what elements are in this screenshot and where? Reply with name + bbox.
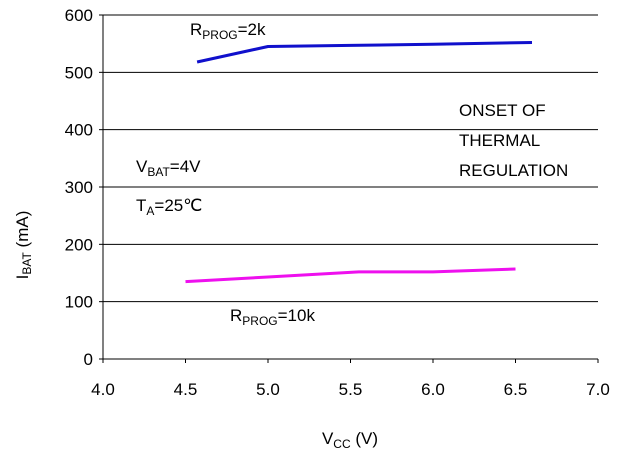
y-tick-label: 100 (65, 293, 93, 312)
y-tick-label: 400 (65, 121, 93, 140)
annotation-onset-line-3: REGULATION (459, 161, 568, 180)
series-line-rprog-2k (196, 41, 533, 64)
y-tick-label: 500 (65, 63, 93, 82)
y-tick-label: 600 (65, 6, 93, 25)
annotation-ta: TA=25℃ (136, 196, 202, 218)
x-tick-label: 5.0 (256, 380, 280, 399)
annotation-onset-line-1: ONSET OF (459, 101, 546, 120)
x-axis-label: VCC (V) (322, 429, 378, 451)
annotation-rprog-10k: RPROG=10k (230, 306, 315, 328)
annotation-onset-line-2: THERMAL (459, 131, 540, 150)
y-axis-label: IBAT (mA) (13, 211, 34, 280)
x-tick-label: 6.0 (421, 380, 445, 399)
y-tick-label: 200 (65, 235, 93, 254)
y-tick-labels: 0 100 200 300 400 500 600 (65, 6, 93, 369)
annotation-rprog-2k: RPROG=2k (190, 20, 266, 42)
y-tick-label: 0 (84, 350, 93, 369)
x-tick-label: 6.5 (504, 380, 528, 399)
x-tick-label: 5.5 (339, 380, 363, 399)
x-tick-labels: 4.0 4.5 5.0 5.5 6.0 6.5 7.0 (91, 380, 610, 399)
x-tick-label: 4.5 (174, 380, 198, 399)
annotation-vbat: VBAT=4V (136, 157, 201, 179)
grid (99, 14, 599, 363)
series-line-rprog-10k (185, 267, 516, 284)
y-tick-label: 300 (65, 178, 93, 197)
series-lines (185, 41, 533, 284)
x-tick-label: 7.0 (586, 380, 610, 399)
x-tick-label: 4.0 (91, 380, 115, 399)
